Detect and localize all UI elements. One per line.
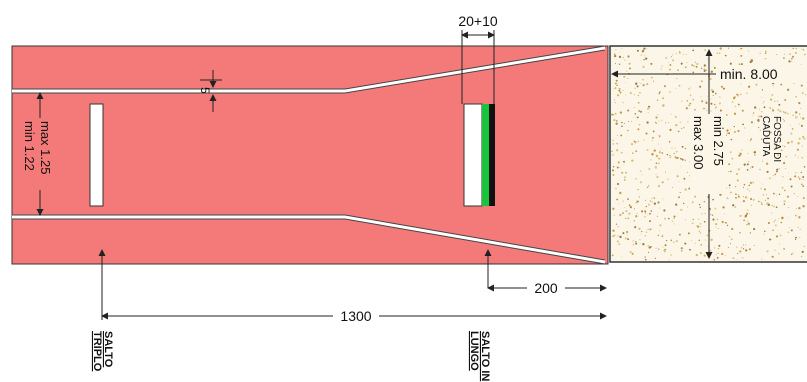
long-jump-label-line1: SALTO IN <box>479 331 491 381</box>
pit-width-min-label: min 2.75 <box>711 116 726 166</box>
lane-max-label: max 1.25 <box>38 121 53 174</box>
pit-name-line1: FOSSA DI <box>771 116 782 162</box>
lane-min-label: min 1.22 <box>22 121 37 171</box>
line-width-dimension <box>200 70 222 112</box>
pit-name-line2: CADUTA <box>760 116 771 157</box>
pit-length-label: min. 8.00 <box>720 66 778 82</box>
board-width-dimension <box>461 30 495 104</box>
triple-to-pit-label: 1300 <box>340 308 371 324</box>
long-jump-board <box>463 103 495 207</box>
pit-width-max-label: max 3.00 <box>691 116 706 169</box>
triple-jump-label-line2: TRIPLO <box>91 331 103 372</box>
long-jump-label-line2: LUNGO <box>468 331 480 371</box>
runway-track <box>11 45 609 265</box>
board-width-label: 20+10 <box>458 13 498 29</box>
triple-jump-label-line1: SALTO <box>102 331 114 368</box>
board-to-pit-label: 200 <box>534 280 558 296</box>
triple-jump-board <box>89 103 104 207</box>
line-width-label: 5 <box>198 87 212 94</box>
lane-lines <box>12 46 606 264</box>
